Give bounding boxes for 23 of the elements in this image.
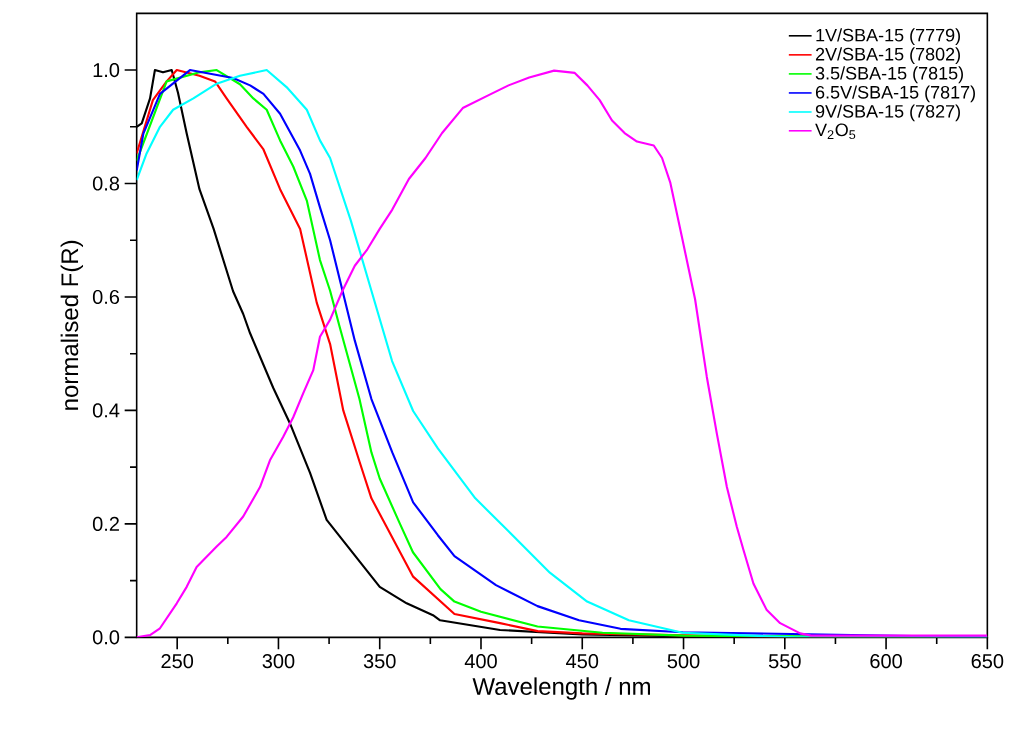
x-tick-label: 550 (768, 654, 801, 669)
y-tick-label: 0.2 (92, 516, 119, 531)
y-tick-label: 0.6 (92, 289, 120, 305)
x-tick-label: 250 (161, 654, 194, 669)
x-tick-label: 500 (667, 654, 700, 669)
y-axis-title: normalised F(R) (60, 240, 84, 410)
legend-label: 6.5V/SBA-15 (7817) (815, 85, 975, 103)
y-tick-label: 0.0 (92, 630, 120, 645)
x-tick-label: 650 (971, 654, 1004, 669)
legend-label: 9V/SBA-15 (7827) (815, 104, 960, 122)
legend-label: 2V/SBA-15 (7802) (815, 47, 960, 65)
x-tick-label: 450 (566, 654, 599, 669)
legend-label: 1V/SBA-15 (7779) (816, 28, 960, 46)
x-tick-label: 600 (870, 654, 902, 669)
x-tick-label: 350 (363, 654, 396, 669)
y-tick-label: 0.8 (92, 176, 120, 191)
x-tick-label: 400 (464, 654, 497, 669)
y-tick-label: 1.0 (93, 62, 120, 78)
y-tick-label: 0.4 (92, 403, 120, 418)
legend-label: 3.5/SBA-15 (7815) (815, 66, 963, 84)
x-axis-title: Wavelength / nm (472, 677, 650, 700)
x-tick-label: 300 (262, 654, 295, 669)
legend-label: V$_{2}$O$_{5}$ (815, 123, 856, 140)
